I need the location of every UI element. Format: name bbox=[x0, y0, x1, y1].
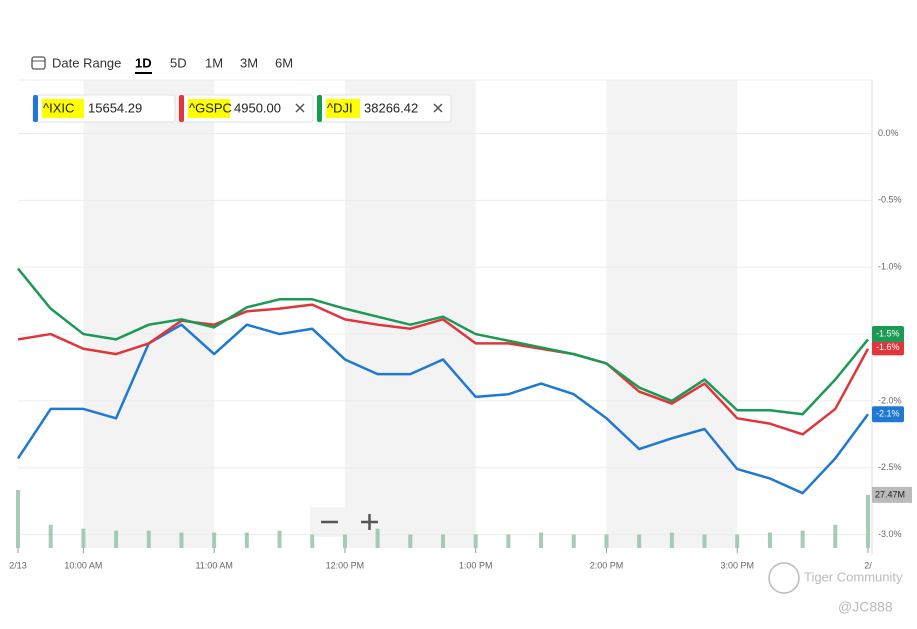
volume-bar bbox=[571, 534, 576, 548]
x-tick-label: 12:00 PM bbox=[326, 560, 365, 570]
y-tick-label: -2.0% bbox=[878, 395, 902, 405]
end-badge-label: -1.5% bbox=[876, 328, 900, 338]
volume-bar bbox=[114, 530, 119, 548]
end-badge-label: -2.1% bbox=[876, 409, 900, 419]
legend-name: ^DJI bbox=[327, 100, 353, 115]
volume-bar bbox=[539, 532, 544, 548]
legend-price: 38266.42 bbox=[364, 100, 418, 115]
legend-remove[interactable] bbox=[295, 103, 305, 113]
volume-bar bbox=[81, 528, 86, 548]
legend-name: ^GSPC bbox=[189, 100, 232, 115]
range-button[interactable]: 1D bbox=[135, 55, 152, 70]
y-tick-label: -0.5% bbox=[878, 195, 902, 205]
series-line bbox=[17, 267, 869, 416]
date-range-label[interactable]: Date Range bbox=[52, 55, 121, 70]
end-badge bbox=[872, 339, 904, 356]
volume-bar bbox=[441, 534, 445, 548]
range-button[interactable]: 3M bbox=[240, 55, 258, 70]
range-button[interactable]: 5D bbox=[170, 55, 187, 70]
hour-band bbox=[83, 80, 215, 548]
volume-bar bbox=[244, 532, 249, 548]
volume-bar bbox=[604, 534, 609, 548]
volume-bar bbox=[16, 490, 20, 548]
legend-name-highlight bbox=[326, 99, 360, 118]
volume-bar bbox=[310, 534, 315, 548]
volume-bar bbox=[375, 528, 380, 548]
volume-bar bbox=[767, 532, 772, 548]
volume-bar bbox=[473, 534, 478, 548]
y-tick-label: -1.0% bbox=[878, 262, 902, 272]
legend-price: 4950.00 bbox=[234, 100, 281, 115]
legend-color bbox=[317, 95, 322, 122]
x-tick-label: 1:00 PM bbox=[459, 560, 493, 570]
legend-name-highlight bbox=[42, 99, 84, 118]
legend-color bbox=[179, 95, 184, 122]
range-button[interactable]: 1M bbox=[205, 55, 223, 70]
x-tick-label: 11:00 AM bbox=[195, 560, 232, 570]
volume-bar bbox=[637, 534, 642, 548]
y-tick-label: 0.0% bbox=[878, 128, 899, 138]
volume-bar bbox=[702, 534, 707, 548]
series-line bbox=[17, 303, 870, 436]
volume-bar bbox=[408, 534, 413, 548]
volume-bar bbox=[146, 530, 151, 548]
watermark-logo bbox=[768, 562, 800, 594]
y-tick-label: -2.5% bbox=[878, 462, 902, 472]
volume-badge-label: 27.47M bbox=[875, 489, 905, 499]
watermark-brand: Tiger Community bbox=[804, 569, 903, 584]
end-badge-label: -1.6% bbox=[876, 342, 900, 352]
volume-bar bbox=[735, 534, 740, 548]
hour-band bbox=[606, 80, 738, 548]
end-badge bbox=[872, 406, 904, 423]
volume-badge bbox=[872, 486, 912, 503]
watermark-user: @JC888 bbox=[838, 599, 893, 615]
calendar-icon bbox=[31, 56, 46, 70]
y-tick-label: -3.0% bbox=[878, 529, 902, 539]
volume-bar bbox=[342, 534, 347, 548]
x-tick-label: 2:00 PM bbox=[590, 560, 624, 570]
volume-bar bbox=[48, 524, 53, 548]
legend-name-highlight bbox=[188, 99, 230, 118]
volume-bar bbox=[179, 532, 184, 548]
x-tick-label: 3:00 PM bbox=[720, 560, 754, 570]
volume-bar bbox=[669, 532, 674, 548]
volume-bar bbox=[506, 534, 511, 548]
legend-name: ^IXIC bbox=[43, 100, 74, 115]
legend-remove[interactable] bbox=[433, 103, 443, 113]
x-tick-label: 2/13 bbox=[9, 560, 27, 570]
volume-bar bbox=[212, 532, 217, 548]
x-tick-label: 2/ bbox=[864, 560, 872, 570]
volume-bar bbox=[277, 530, 282, 548]
volume-bar bbox=[833, 524, 838, 548]
volume-bar bbox=[866, 494, 870, 548]
legend-color bbox=[33, 95, 38, 122]
end-badge bbox=[872, 326, 904, 343]
legend-price: 15654.29 bbox=[88, 100, 142, 115]
volume-bar bbox=[800, 530, 805, 548]
x-tick-label: 10:00 AM bbox=[64, 560, 102, 570]
range-button[interactable]: 6M bbox=[275, 55, 293, 70]
